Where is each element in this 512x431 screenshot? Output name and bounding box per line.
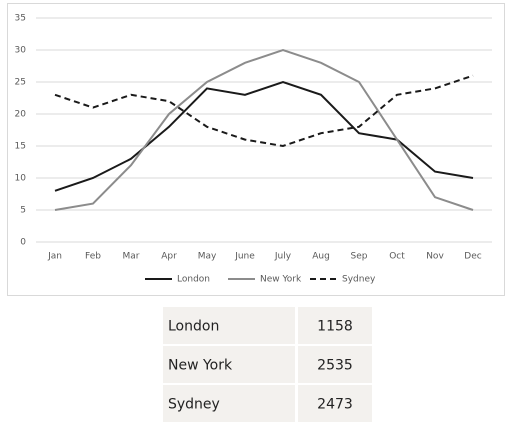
table-cell: [163, 346, 295, 383]
y-tick-label: 15: [15, 142, 26, 152]
x-tick-label: Feb: [85, 252, 101, 262]
x-tick-label: Apr: [161, 252, 177, 262]
x-tick-label: June: [234, 252, 255, 262]
line-series: [54, 48, 474, 211]
table-cell: [298, 346, 372, 383]
legend-label: London: [177, 275, 210, 285]
y-tick-label: 5: [20, 206, 26, 216]
x-tick-label: Jan: [47, 252, 62, 262]
table-text: 2473: [317, 397, 353, 413]
legend-label: New York: [260, 275, 302, 285]
y-tick-label: 25: [15, 78, 26, 88]
x-tick-label: Dec: [464, 252, 481, 262]
y-tick-label: 0: [20, 238, 26, 248]
y-tick-label: 10: [15, 174, 27, 184]
y-tick-label: 35: [15, 14, 26, 24]
x-tick-label: Oct: [389, 252, 405, 262]
y-tick-label: 20: [15, 110, 27, 120]
x-tick-label: July: [274, 252, 292, 262]
line-series: [54, 74, 474, 148]
legend-label: Sydney: [342, 275, 376, 285]
x-tick-label: Nov: [426, 252, 444, 262]
line-series: [54, 80, 474, 192]
chart-frame: [7, 3, 505, 296]
table-cell: [298, 385, 372, 422]
table-text: Sydney: [168, 397, 220, 413]
table-cell: [298, 307, 372, 344]
table-text: New York: [168, 358, 233, 374]
table-text: 1158: [317, 319, 353, 335]
x-tick-label: Mar: [123, 252, 140, 262]
table-text: London: [168, 319, 219, 335]
x-tick-label: Aug: [312, 252, 330, 262]
x-tick-label: May: [198, 252, 217, 262]
x-tick-label: Sep: [351, 252, 368, 262]
y-tick-label: 30: [15, 46, 27, 56]
table-cell: [163, 307, 295, 344]
table-cell: [163, 385, 295, 422]
table-text: 2535: [317, 358, 353, 374]
